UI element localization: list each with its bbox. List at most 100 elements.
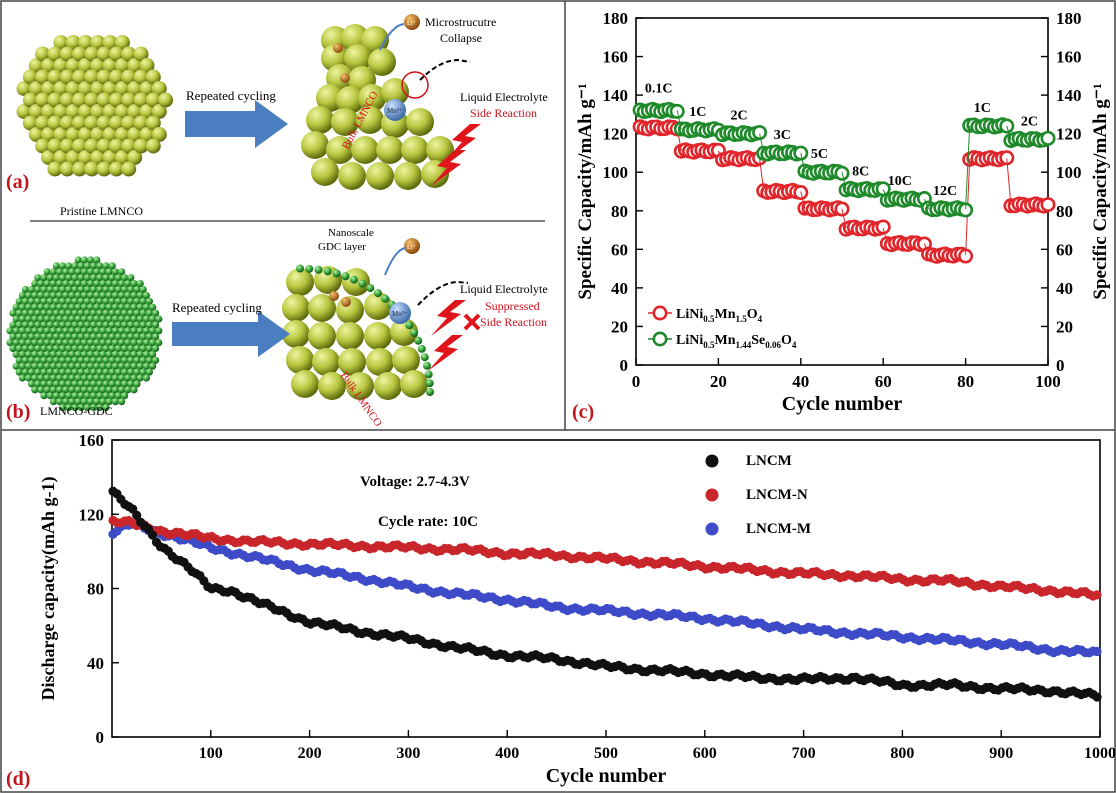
lmnco-particle (65, 104, 81, 119)
gdc-coated-particle (96, 262, 104, 270)
arrow-b-text: Repeated cycling (172, 300, 262, 315)
electrolyte-label-b: Liquid Electrolyte (460, 282, 548, 296)
gdc-coated-particle (43, 303, 51, 311)
suppressed-label-1: Suppressed (485, 299, 540, 313)
bulk-particle (366, 162, 394, 190)
lmnco-particle (108, 46, 124, 62)
lmnco-particle (84, 92, 100, 108)
lmnco-particle (53, 127, 69, 142)
gdc-layer-particle (373, 289, 382, 298)
gdc-coated-particle (56, 398, 64, 406)
lmnco-particle (139, 58, 155, 73)
gdc-coated-particle (65, 285, 73, 294)
lmnco-particle (59, 69, 75, 85)
legend-label-part: 4 (792, 340, 797, 350)
gdc-coated-particle (90, 403, 98, 412)
gdc-coated-particle (62, 280, 70, 288)
gdc-coated-particle (83, 380, 91, 388)
lmnco-particle (47, 46, 63, 62)
lmnco-particle (41, 81, 57, 96)
gdc-coated-particle (62, 303, 70, 311)
y-tick-label-left: 120 (603, 125, 629, 144)
gdc-coated-particle (59, 309, 67, 317)
panel-c-label: (c) (572, 401, 594, 423)
annotation-voltage: Voltage: 2.7-4.3V (360, 474, 470, 490)
gdc-layer-particle (414, 336, 423, 345)
bulk-particle (336, 86, 364, 114)
gdc-coated-particle (96, 333, 104, 341)
legend-marker (705, 522, 719, 536)
gdc-coated-particle (28, 285, 36, 294)
gdc-coated-particle (74, 327, 82, 335)
gdc-coated-particle (99, 268, 107, 276)
gdc-coated-particle (118, 386, 126, 394)
gdc-coated-particle (62, 374, 70, 382)
gdc-coated-particle (96, 274, 104, 282)
lmnco-particle (53, 81, 69, 96)
gdc-coated-particle (133, 368, 141, 376)
lmnco-particle (72, 161, 87, 177)
gdc-coated-particle (21, 285, 29, 294)
gdc-coated-particle (99, 315, 107, 323)
gdc-coated-particle (62, 327, 70, 335)
gdc-coated-particle (71, 333, 79, 341)
gdc-coated-particle (43, 268, 51, 276)
collapse-circle-icon (401, 71, 429, 99)
gdc-coated-particle (124, 350, 132, 358)
lmnco-particle (133, 69, 149, 85)
lmnco-particle (90, 104, 106, 119)
y-tick-label-right: 140 (1056, 86, 1082, 105)
gdc-coated-particle (77, 274, 85, 282)
gdc-coated-particle (18, 374, 26, 382)
gdc-coated-particle (46, 356, 54, 364)
gdc-layer-particle (417, 344, 426, 353)
gdc-coated-particle (62, 315, 70, 323)
gdc-coated-particle (46, 321, 54, 329)
gdc-coated-particle (56, 327, 64, 335)
gdc-coated-particle (99, 291, 107, 299)
gdc-coated-particle (74, 386, 82, 394)
li-release-arrow-icon (379, 23, 405, 51)
bulk-particle (400, 370, 428, 398)
gdc-coated-particle (83, 309, 91, 317)
gdc-coated-particle (108, 380, 116, 388)
series-connector (717, 150, 723, 159)
gdc-coated-particle (111, 291, 119, 299)
gdc-coated-particle (12, 339, 20, 347)
gdc-coated-particle (59, 297, 67, 305)
arrow-b-icon (172, 311, 290, 357)
gdc-coated-particle (65, 356, 73, 364)
gdc-coated-particle (74, 280, 82, 288)
gdc-coated-particle (136, 291, 144, 299)
gdc-coated-particle (28, 297, 36, 305)
series-connector (841, 208, 847, 229)
gdc-layer-particle (425, 379, 434, 388)
gdc-coated-particle (34, 309, 42, 317)
gdc-coated-particle (118, 398, 126, 406)
panel-a-caption: Pristine LMNCO (60, 204, 143, 218)
gdc-coated-particle (52, 321, 61, 329)
bulk-particle (311, 158, 339, 186)
gdc-coated-particle (93, 362, 101, 370)
gdc-coated-particle (142, 327, 150, 335)
gdc-coated-particle (93, 398, 101, 406)
gdc-coated-particle (68, 315, 76, 323)
gdc-coated-particle (108, 368, 116, 376)
gdc-coated-particle (37, 386, 45, 394)
gdc-layer-particle (323, 267, 332, 276)
gdc-coated-particle (99, 339, 107, 347)
gdc-coated-particle (83, 403, 91, 412)
series-connector (759, 133, 765, 154)
gdc-coated-particle (40, 344, 48, 353)
gdc-coated-particle (56, 350, 64, 358)
gdc-coated-particle (31, 327, 39, 335)
gdc-coated-particle (108, 285, 116, 294)
series-connector (882, 189, 888, 200)
gdc-coated-particle (90, 285, 98, 294)
gdc-layer-particle (423, 361, 432, 370)
lmnco-particle (35, 115, 51, 131)
y-tick-label: 0 (96, 728, 105, 747)
y-tick-label-left: 140 (603, 86, 629, 105)
series-connector (841, 172, 847, 190)
gdc-coated-particle (90, 333, 98, 341)
